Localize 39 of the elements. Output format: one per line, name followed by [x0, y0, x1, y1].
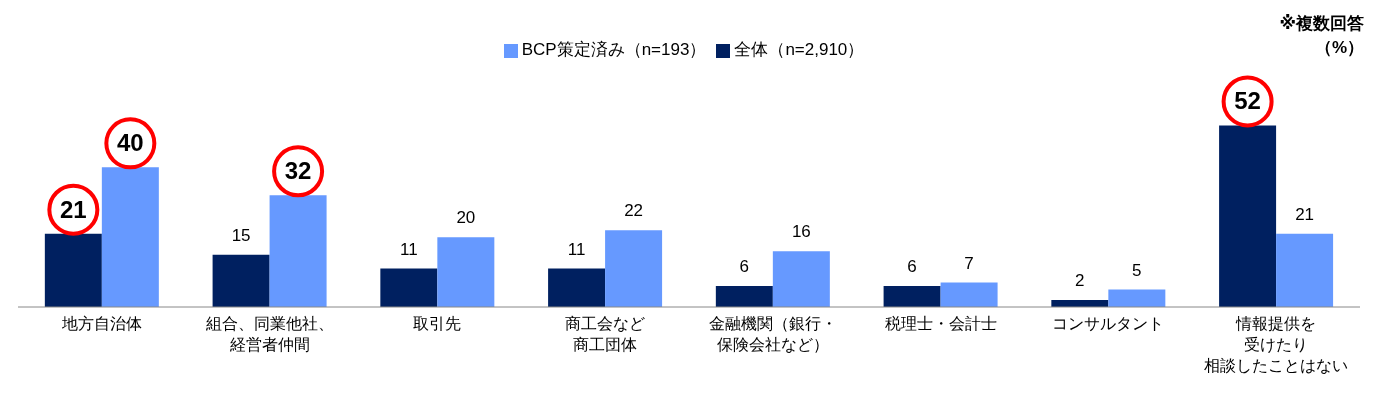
- text: （%）: [1313, 37, 1364, 59]
- x-tick-label: 商工会など商工団体: [565, 315, 646, 353]
- data-label: 16: [791, 222, 811, 242]
- data-label: 7: [964, 253, 974, 273]
- data-label: 32: [284, 157, 312, 185]
- legend-label: BCP策定済み（n=193）: [521, 40, 707, 59]
- bar: [715, 286, 773, 307]
- data-label: 40: [116, 129, 144, 157]
- data-label: 6: [739, 257, 750, 277]
- x-tick-label: 金融機関（銀行・保険会社など）: [708, 315, 837, 353]
- x-tick-label: 取引先: [413, 315, 462, 332]
- bar: [772, 251, 830, 307]
- data-label: 21: [1295, 204, 1315, 224]
- legend-label: 全体（n=2,910）: [734, 40, 865, 59]
- bar: [940, 282, 998, 307]
- data-label: 20: [456, 208, 476, 228]
- x-tick-label: 情報提供を受けたり相談したことはない: [1204, 315, 1349, 374]
- data-label: 15: [231, 225, 251, 245]
- data-label: 22: [624, 201, 644, 221]
- data-label: 11: [567, 239, 586, 259]
- x-tick-label: 地方自治体: [60, 315, 142, 332]
- bar: [548, 268, 606, 307]
- x-tick-label: 組合、同業他社、経営者仲間: [204, 315, 334, 353]
- bar: [605, 230, 663, 307]
- data-label: 11: [400, 239, 418, 259]
- data-label: 2: [1075, 271, 1085, 291]
- text: ※複数回答: [1279, 13, 1364, 35]
- bar: [1108, 289, 1166, 307]
- x-tick-label: コンサルタント: [1052, 315, 1165, 332]
- bar: [437, 237, 495, 307]
- data-label: 52: [1234, 87, 1261, 115]
- data-label: 21: [59, 195, 87, 223]
- data-label: 5: [1132, 260, 1142, 280]
- x-tick-label: 税理士・会計士: [884, 315, 997, 332]
- bar: [380, 268, 438, 307]
- bar: [883, 286, 941, 307]
- data-label: 6: [907, 257, 917, 277]
- bar: [1276, 233, 1334, 307]
- bar: [212, 254, 270, 307]
